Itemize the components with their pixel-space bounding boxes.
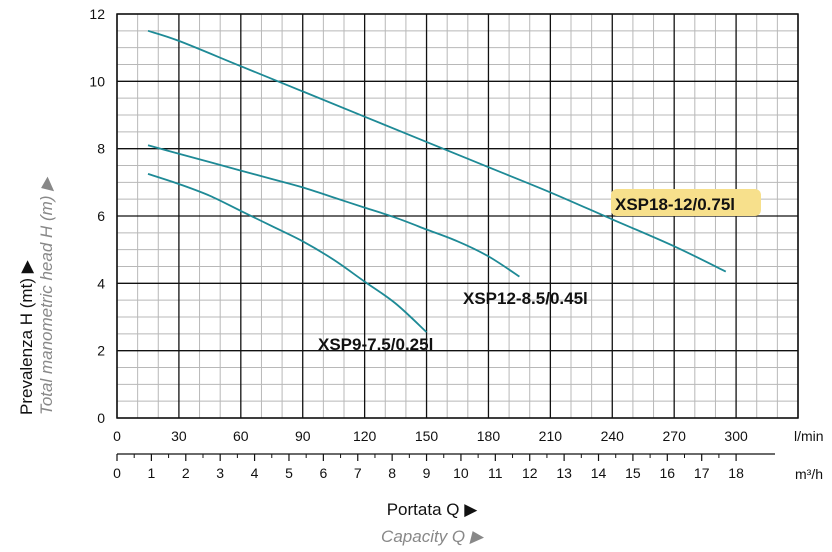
x-axis-label-secondary: Capacity Q ▶ — [381, 527, 485, 546]
x-tick-label-m3h: 0 — [113, 465, 121, 481]
chart-curves — [147, 29, 727, 333]
x-tick-label-m3h: 1 — [147, 465, 155, 481]
x-tick-label-m3h: 9 — [423, 465, 431, 481]
x-tick-label-m3h: 3 — [216, 465, 224, 481]
y-tick-label: 10 — [89, 73, 105, 89]
y-tick-label: 2 — [97, 343, 105, 359]
x-tick-label-m3h: 13 — [556, 465, 572, 481]
x-tick-label-lmin: 60 — [233, 428, 249, 444]
x-tick-label-lmin: 90 — [295, 428, 311, 444]
x-tick-label-m3h: 14 — [591, 465, 607, 481]
series-curve — [147, 173, 428, 333]
x-tick-label-m3h: 8 — [388, 465, 396, 481]
chart-grid — [116, 13, 799, 419]
x-unit-m3h: m³/h — [795, 466, 823, 482]
x-tick-label-m3h: 11 — [488, 465, 503, 481]
x-tick-labels-lmin: 0 30 60 90 120 150 180 210 240 270 300 — [113, 428, 748, 444]
x-tick-label-m3h: 12 — [522, 465, 538, 481]
x-tick-label-lmin: 180 — [477, 428, 501, 444]
x-unit-lmin: l/min — [794, 428, 824, 444]
x-tick-label-m3h: 17 — [694, 465, 710, 481]
x-tick-label-m3h: 15 — [625, 465, 641, 481]
series-label-xsp9: XSP9-7.5/0.25l — [318, 335, 433, 354]
y-axis-label-secondary: Total manometric head H (m) ▶ — [37, 176, 56, 415]
series-label-xsp18: XSP18-12/0.75l — [615, 195, 735, 214]
x-axis-label: Portata Q ▶ — [387, 500, 478, 519]
x-tick-label-m3h: 5 — [285, 465, 293, 481]
y-tick-label: 12 — [89, 6, 105, 22]
x-tick-label-lmin: 210 — [539, 428, 563, 444]
series-label-highlight — [611, 189, 761, 216]
x-tick-label-m3h: 6 — [319, 465, 327, 481]
plot-frame — [116, 13, 799, 419]
y-tick-labels: 0 2 4 6 8 10 12 — [89, 6, 105, 426]
x-tick-label-m3h: 2 — [182, 465, 190, 481]
x-tick-label-lmin: 120 — [353, 428, 377, 444]
x-tick-label-m3h: 4 — [251, 465, 259, 481]
y-tick-label: 0 — [97, 410, 105, 426]
y-tick-label: 8 — [97, 141, 105, 157]
x-tick-label-lmin: 0 — [113, 428, 121, 444]
y-tick-label: 4 — [97, 275, 105, 291]
x-tick-label-lmin: 150 — [415, 428, 439, 444]
x-tick-label-m3h: 16 — [660, 465, 676, 481]
series-curve — [147, 144, 520, 278]
x-tick-label-m3h: 7 — [354, 465, 362, 481]
y-tick-label: 6 — [97, 208, 105, 224]
x-tick-label-lmin: 270 — [663, 428, 687, 444]
x-tick-label-lmin: 240 — [601, 428, 625, 444]
series-curve — [147, 29, 727, 273]
y-axis-label: Prevalenza H (mt) ▶ — [17, 259, 36, 415]
x-tick-label-lmin: 30 — [171, 428, 187, 444]
x-tick-label-lmin: 300 — [724, 428, 748, 444]
x-tick-label-m3h: 18 — [728, 465, 744, 481]
x-tick-labels-m3h: 0 1 2 3 4 5 6 7 8 9 10 11 12 13 14 15 16 17 18 — [113, 453, 775, 481]
x-tick-label-m3h: 10 — [453, 465, 469, 481]
series-label-xsp12: XSP12-8.5/0.45l — [463, 289, 588, 308]
